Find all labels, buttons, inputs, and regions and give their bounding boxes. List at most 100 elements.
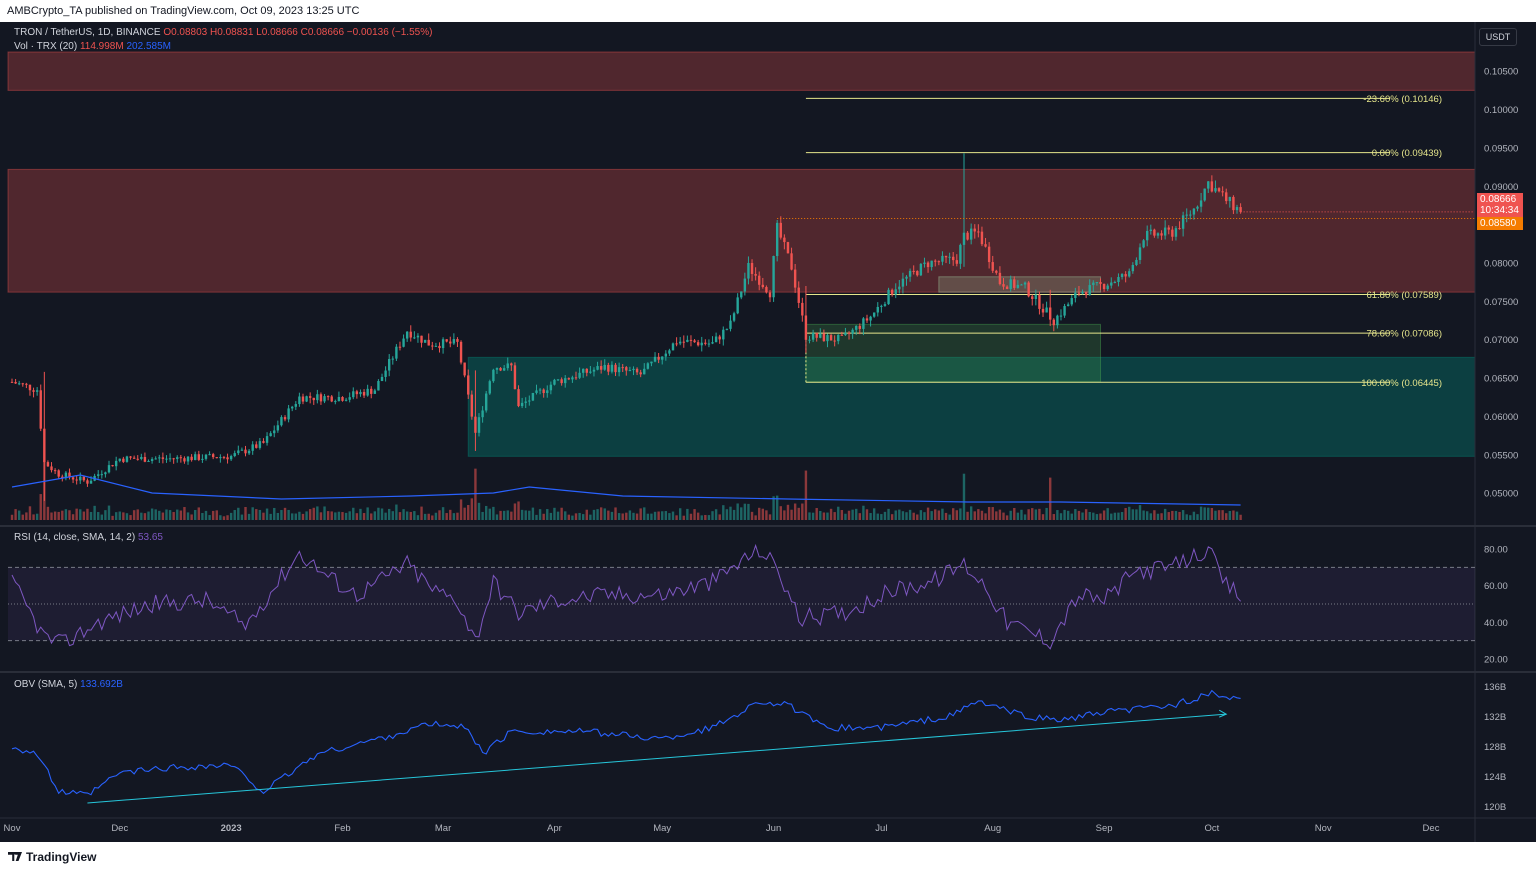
candle-body (294, 404, 297, 407)
candle-body (603, 364, 606, 370)
candle-body (402, 338, 405, 347)
obv-tick-label: 120B (1484, 802, 1506, 813)
candle-body (700, 342, 703, 346)
time-tick-label: Sep (1096, 823, 1113, 834)
volume-bar (1124, 508, 1127, 520)
obv-label: OBV (SMA, 5) (14, 679, 78, 690)
volume-bar (316, 506, 319, 520)
volume-bar (179, 510, 183, 520)
candle-body (880, 305, 883, 307)
candle-body (528, 400, 531, 402)
tradingview-logo[interactable]: TradingView (8, 850, 96, 864)
chart-canvas[interactable]: -23.60% (0.10146) 0.00% (0.09439) 61.80% (… (0, 22, 1536, 842)
volume-bar (79, 509, 82, 520)
candle-body (513, 365, 517, 390)
candle-body (251, 444, 254, 451)
volume-bar (650, 513, 653, 520)
candle-body (689, 339, 693, 341)
volume-bar (661, 511, 664, 520)
time-tick-label: May (653, 823, 671, 834)
supply-zone-upper (7, 51, 1476, 91)
volume-bar (704, 514, 707, 520)
volume-bar (17, 510, 21, 520)
volume-bar (984, 513, 987, 520)
volume-bar (646, 513, 650, 520)
volume-bar (581, 514, 585, 520)
tradingview-brand: TradingView (26, 850, 97, 864)
candle-body (743, 278, 747, 292)
price-tick-label: 0.07000 (1484, 335, 1518, 346)
last-price-tag: 0.08666 10:34:34 (1477, 193, 1523, 217)
volume-bar (502, 510, 506, 520)
candle-body (984, 244, 987, 247)
candle-body (161, 457, 165, 459)
candle-body (470, 394, 474, 417)
candle-body (901, 278, 905, 287)
volume-bar (1016, 512, 1020, 520)
volume-bar (1102, 510, 1106, 520)
volume-bar (1049, 477, 1052, 520)
candle-body (1038, 294, 1041, 309)
volume-bar (28, 506, 32, 520)
volume-bar (1199, 506, 1203, 520)
candle-body (837, 334, 840, 342)
candle-body (194, 454, 197, 461)
volume-bar (926, 507, 930, 520)
volume-bar (901, 511, 905, 520)
candle-body (786, 242, 790, 254)
candle-body (298, 396, 301, 405)
volume-bar (617, 513, 621, 520)
rsi-tick-label: 60.00 (1484, 581, 1508, 592)
candle-body (316, 394, 319, 401)
candle-body (772, 256, 775, 298)
candle-body (71, 477, 75, 480)
volume-bar (132, 510, 136, 520)
candle-body (520, 402, 524, 407)
candle-body (1092, 282, 1095, 286)
candle-body (1214, 188, 1217, 192)
candle-body (1063, 306, 1066, 316)
candle-body (492, 369, 495, 382)
candle-body (226, 457, 229, 460)
volume-bar (97, 512, 100, 520)
candle-body (506, 363, 509, 369)
volume-bar (959, 508, 962, 520)
candle-body (276, 425, 280, 431)
volume-bar (628, 510, 632, 520)
obv-value: 133.692B (80, 679, 123, 690)
volume-bar (46, 506, 50, 520)
candle-body (305, 396, 308, 402)
candle-body (1052, 319, 1055, 326)
volume-bar (229, 512, 233, 520)
currency-button[interactable]: USDT (1479, 28, 1517, 46)
candle-body (240, 449, 244, 451)
volume-bar (352, 507, 355, 520)
candle-body (560, 379, 563, 384)
volume-bar (865, 509, 869, 520)
candle-body (826, 335, 829, 342)
volume-bar (255, 509, 258, 520)
candle-body (959, 244, 962, 264)
published-text: AMBCrypto_TA published on TradingView.co… (7, 5, 360, 17)
candle-body (75, 479, 78, 481)
volume-bar (1174, 510, 1178, 520)
candle-body (1081, 291, 1084, 294)
candle-body (1002, 284, 1005, 287)
candle-body (280, 417, 283, 426)
candle-body (589, 371, 592, 373)
volume-bar (775, 495, 779, 520)
volume-bar (783, 510, 786, 520)
volume-bar (955, 510, 959, 520)
volume-bar (937, 510, 941, 520)
candle-body (696, 342, 700, 346)
candle-body (729, 320, 732, 329)
candle-body (635, 368, 639, 373)
volume-bar (1077, 510, 1081, 520)
volume-bar (1128, 506, 1131, 520)
volume-bar (197, 507, 201, 520)
volume-bar (459, 499, 463, 520)
volume-bar (35, 513, 39, 520)
volume-bar (122, 512, 125, 520)
volume-bar (894, 510, 897, 520)
candle-body (524, 401, 527, 403)
